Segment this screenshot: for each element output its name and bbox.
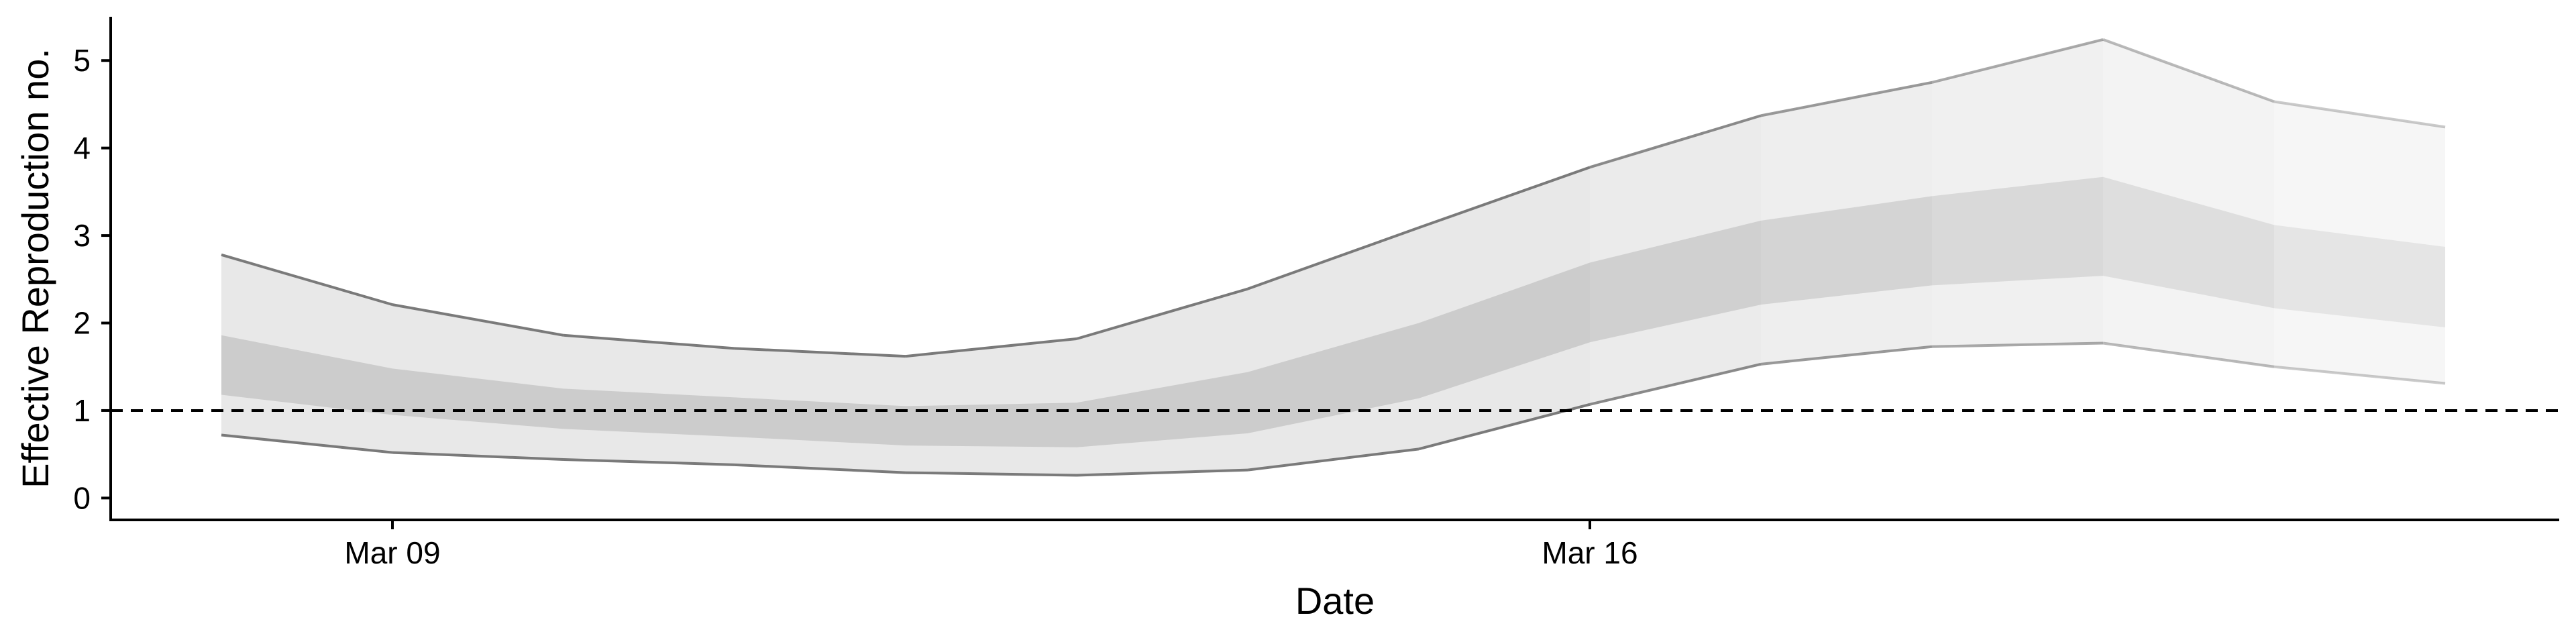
confidence-bands (221, 39, 2445, 476)
band-50-segment (1932, 176, 2103, 286)
lower-edge-segment (1247, 447, 1419, 472)
upper-edge-segment (2273, 100, 2446, 129)
band-50-segment (221, 335, 392, 415)
lower-edge-segment (1931, 341, 2104, 348)
y-tick-label: 1 (73, 393, 91, 428)
band-50-segment (906, 402, 1077, 447)
upper-edge-segment (1076, 287, 1248, 340)
upper-edge-segment (734, 347, 906, 358)
y-tick-label: 5 (73, 43, 91, 78)
y-axis-title: Effective Reproduction no. (14, 48, 56, 488)
y-tick-label: 4 (73, 131, 91, 166)
band-90-segment (2274, 101, 2445, 384)
lower-edge-segment (563, 458, 735, 466)
lower-edge-segment (2102, 341, 2275, 368)
upper-edge-segment (1931, 38, 2104, 84)
upper-edge-segment (221, 253, 393, 307)
upper-edge-segment (563, 333, 735, 350)
upper-edge-segment (905, 337, 1077, 358)
y-tick-label: 3 (73, 218, 91, 253)
upper-edge-segment (2102, 38, 2275, 103)
band-50-segment (392, 368, 564, 429)
x-axis-ticks: Mar 09 Mar 16 (344, 520, 1638, 570)
lower-edge-segment (2273, 365, 2446, 385)
x-tick-label: Mar 16 (1542, 535, 1638, 570)
x-axis-title: Date (1295, 580, 1375, 622)
lower-edge-segment (905, 471, 1077, 477)
lower-edge-segment (734, 463, 906, 474)
band-50-segment (1761, 196, 1932, 305)
upper-edge-segment (1418, 166, 1591, 229)
lower-edge-segment (1589, 362, 1762, 406)
y-tick-label: 0 (73, 480, 91, 515)
band-edge-lines (221, 38, 2446, 477)
band-50-segment (1590, 220, 1761, 343)
lower-edge-segment (1076, 468, 1248, 477)
band-50-segment (2103, 176, 2274, 309)
upper-edge-segment (1247, 226, 1419, 290)
x-tick-label: Mar 09 (344, 535, 440, 570)
y-axis-ticks: 0 1 2 3 4 5 (73, 43, 111, 515)
lower-edge-segment (1760, 345, 1933, 366)
y-tick-label: 2 (73, 306, 91, 341)
upper-edge-segment (1589, 114, 1762, 169)
band-50-segment (564, 388, 735, 437)
band-50-segment (1248, 323, 1419, 433)
upper-edge-segment (392, 303, 564, 337)
lower-edge-segment (392, 451, 564, 461)
band-50-segment (1419, 262, 1590, 398)
band-50-segment (2274, 225, 2445, 328)
lower-edge-segment (221, 433, 393, 454)
upper-edge-segment (1760, 80, 1933, 117)
